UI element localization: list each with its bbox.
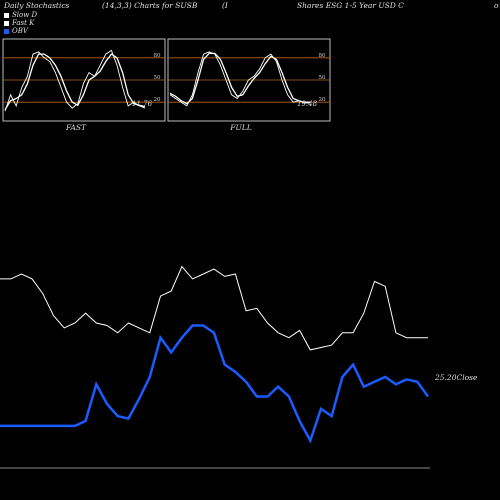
legend-label-fast-k: Fast K [12, 19, 35, 27]
fast-value-label: 11.76 [132, 100, 153, 108]
legend-item-obv: OBV [4, 27, 28, 35]
legend-item-slow-d: Slow D [4, 11, 37, 19]
main-close-line [0, 265, 428, 351]
company-suffix: o [494, 1, 499, 10]
full-slow-d-line [169, 52, 310, 105]
legend-item-fast-k: Fast K [4, 19, 34, 27]
chart-title: Daily Stochastics [4, 1, 70, 10]
close-price-label: 25.20Close [434, 373, 478, 382]
company-name: Shares ESG 1-5 Year USD C [297, 1, 404, 10]
full-panel-label: FULL [229, 123, 252, 132]
full-fast-k-line [169, 51, 310, 107]
legend-swatch-obv [4, 28, 9, 34]
fast-panel-label: FAST [65, 123, 87, 132]
fast-tick-label: 80 [154, 53, 161, 59]
chart-params: (14,3,3) Charts for SUSB [102, 1, 198, 10]
fast-tick-label: 50 [154, 75, 161, 81]
full-tick-label: 50 [319, 75, 326, 81]
full-value-label: 19.48 [297, 100, 318, 108]
legend-label-slow-d: Slow D [12, 11, 38, 19]
main-obv-line [0, 324, 430, 444]
full-tick-label: 80 [319, 53, 326, 59]
legend-label-obv: OBV [12, 27, 28, 35]
fast-tick-label: 20 [154, 97, 161, 103]
fast-slow-d-line [4, 53, 146, 110]
chart-bracket: (I [222, 1, 228, 10]
fast-fast-k-line [4, 49, 146, 112]
full-tick-label: 20 [319, 97, 326, 103]
legend-swatch-fast-k [4, 20, 9, 26]
legend-swatch-slow-d [4, 12, 9, 18]
